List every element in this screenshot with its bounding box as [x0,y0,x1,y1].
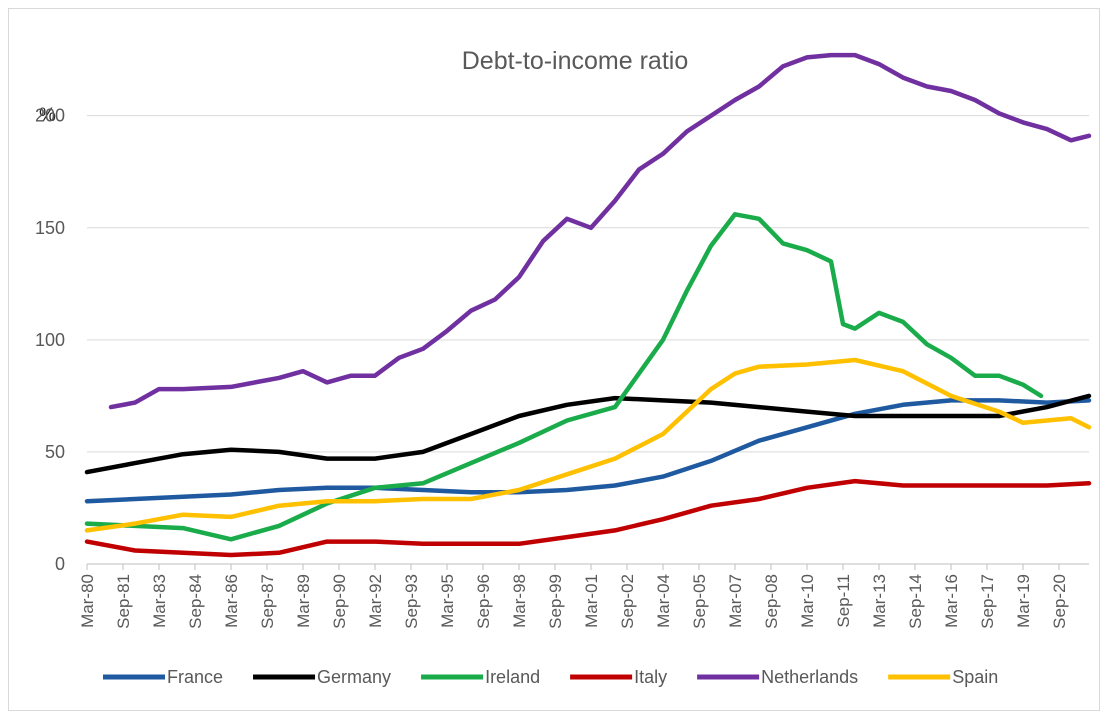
x-tick-label: Sep-14 [906,574,925,629]
x-tick-label: Sep-05 [690,574,709,629]
series-line-netherlands [108,52,1092,410]
series-line-italy [84,478,1092,558]
x-tick-label: Mar-19 [1014,574,1033,628]
legend-label-italy: Italy [634,667,667,687]
x-tick-label: Sep-17 [978,574,997,629]
x-tick-label: Sep-02 [618,574,637,629]
x-tick-label: Sep-93 [402,574,421,629]
y-tick-label: 50 [45,442,65,462]
x-tick-label: Mar-95 [438,574,457,628]
chart-svg: Debt-to-income ratio % 0 50 100 150 200 Mar-… [35,47,1092,687]
legend-label-france: France [167,667,223,687]
y-tick-label: 100 [35,330,65,350]
series-line-germany [84,393,1092,475]
x-axis-ticks: Mar-80 Sep-81 Mar-83 Sep-84 Mar-86 Sep-87 Mar-… [78,563,1089,629]
x-tick-label: Sep-20 [1050,574,1069,629]
chart-title: Debt-to-income ratio [462,47,688,75]
x-tick-label: Mar-04 [654,574,673,628]
x-tick-label: Sep-11 [834,574,853,628]
series-line-ireland [84,212,1044,542]
legend: France Germany Ireland Italy Netherlands Spai… [103,667,998,687]
x-tick-label: Sep-84 [186,574,205,629]
x-tick-label: Mar-92 [366,574,385,628]
x-tick-label: Mar-10 [798,574,817,628]
x-tick-label: Mar-89 [294,574,313,628]
series-lines [84,52,1092,558]
legend-label-netherlands: Netherlands [761,667,858,687]
x-tick-label: Sep-08 [762,574,781,629]
y-axis-ticks: 0 50 100 150 200 [35,106,65,574]
x-tick-label: Mar-86 [222,574,241,628]
x-tick-label: Mar-13 [870,574,889,628]
x-tick-label: Mar-01 [582,574,601,628]
x-tick-label: Mar-07 [726,574,745,628]
x-tick-label: Mar-98 [510,574,529,628]
x-tick-label: Mar-83 [150,574,169,628]
x-tick-label: Sep-81 [114,574,133,629]
x-tick-label: Mar-80 [78,574,97,628]
x-tick-label: Mar-16 [942,574,961,628]
legend-label-germany: Germany [317,667,391,687]
x-tick-label: Sep-90 [330,574,349,629]
y-tick-label: 200 [35,106,65,126]
x-tick-label: Sep-87 [258,574,277,629]
y-tick-label: 0 [55,554,65,574]
chart-frame: Debt-to-income ratio % 0 50 100 150 200 Mar-… [8,8,1100,711]
legend-label-ireland: Ireland [485,667,540,687]
series-line-france [84,398,1092,504]
y-tick-label: 150 [35,218,65,238]
legend-label-spain: Spain [952,667,998,687]
series-line-spain [84,357,1092,533]
x-tick-label: Sep-99 [546,574,565,629]
x-tick-label: Sep-96 [474,574,493,629]
y-axis-unit-label: % [39,105,56,126]
